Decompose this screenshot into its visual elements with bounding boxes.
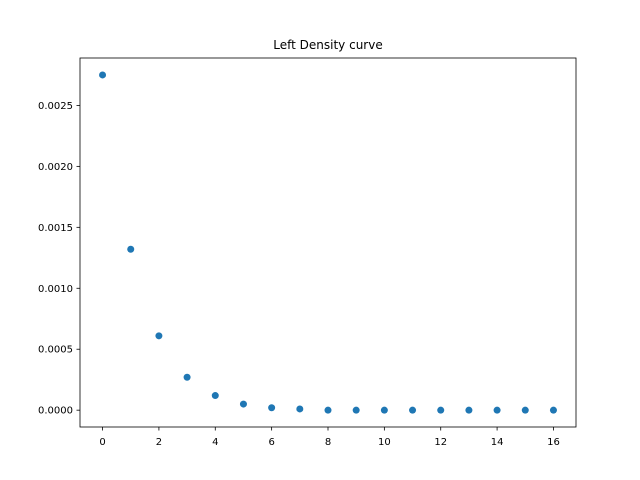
chart-title: Left Density curve: [273, 38, 382, 52]
x-tick-label: 8: [325, 437, 331, 448]
data-point: [127, 245, 135, 253]
data-point: [549, 406, 557, 414]
data-point: [521, 406, 529, 414]
x-tick-label: 4: [212, 437, 218, 448]
y-axis: 0.0000 0.0005 0.0010 0.0015 0.0020 0.0025: [38, 101, 80, 417]
data-point: [268, 404, 276, 412]
x-tick-label: 14: [491, 437, 504, 448]
data-point: [493, 406, 501, 414]
x-tick-label: 12: [434, 437, 447, 448]
x-tick-label: 16: [547, 437, 560, 448]
data-point: [437, 406, 445, 414]
y-tick-label: 0.0020: [38, 162, 73, 173]
x-tick-label: 2: [156, 437, 162, 448]
data-point: [155, 332, 163, 340]
y-tick-label: 0.0005: [38, 345, 73, 356]
x-tick-label: 0: [99, 437, 105, 448]
x-axis: 0 2 4 6 8 10 12 14 16: [99, 427, 560, 448]
y-tick-label: 0.0015: [38, 223, 73, 234]
data-point: [99, 71, 107, 79]
x-tick-label: 10: [378, 437, 391, 448]
y-tick-label: 0.0010: [38, 284, 73, 295]
data-point: [380, 406, 388, 414]
plot-frame: [79, 57, 577, 428]
y-tick-label: 0.0000: [38, 406, 73, 417]
data-point: [324, 406, 332, 414]
data-points: [99, 71, 557, 414]
x-tick-label: 6: [268, 437, 274, 448]
data-point: [352, 406, 360, 414]
y-tick-label: 0.0025: [38, 101, 73, 112]
data-point: [296, 405, 304, 413]
data-point: [239, 400, 247, 408]
data-point: [465, 406, 473, 414]
data-point: [183, 373, 191, 381]
data-point: [211, 392, 219, 400]
data-point: [409, 406, 417, 414]
